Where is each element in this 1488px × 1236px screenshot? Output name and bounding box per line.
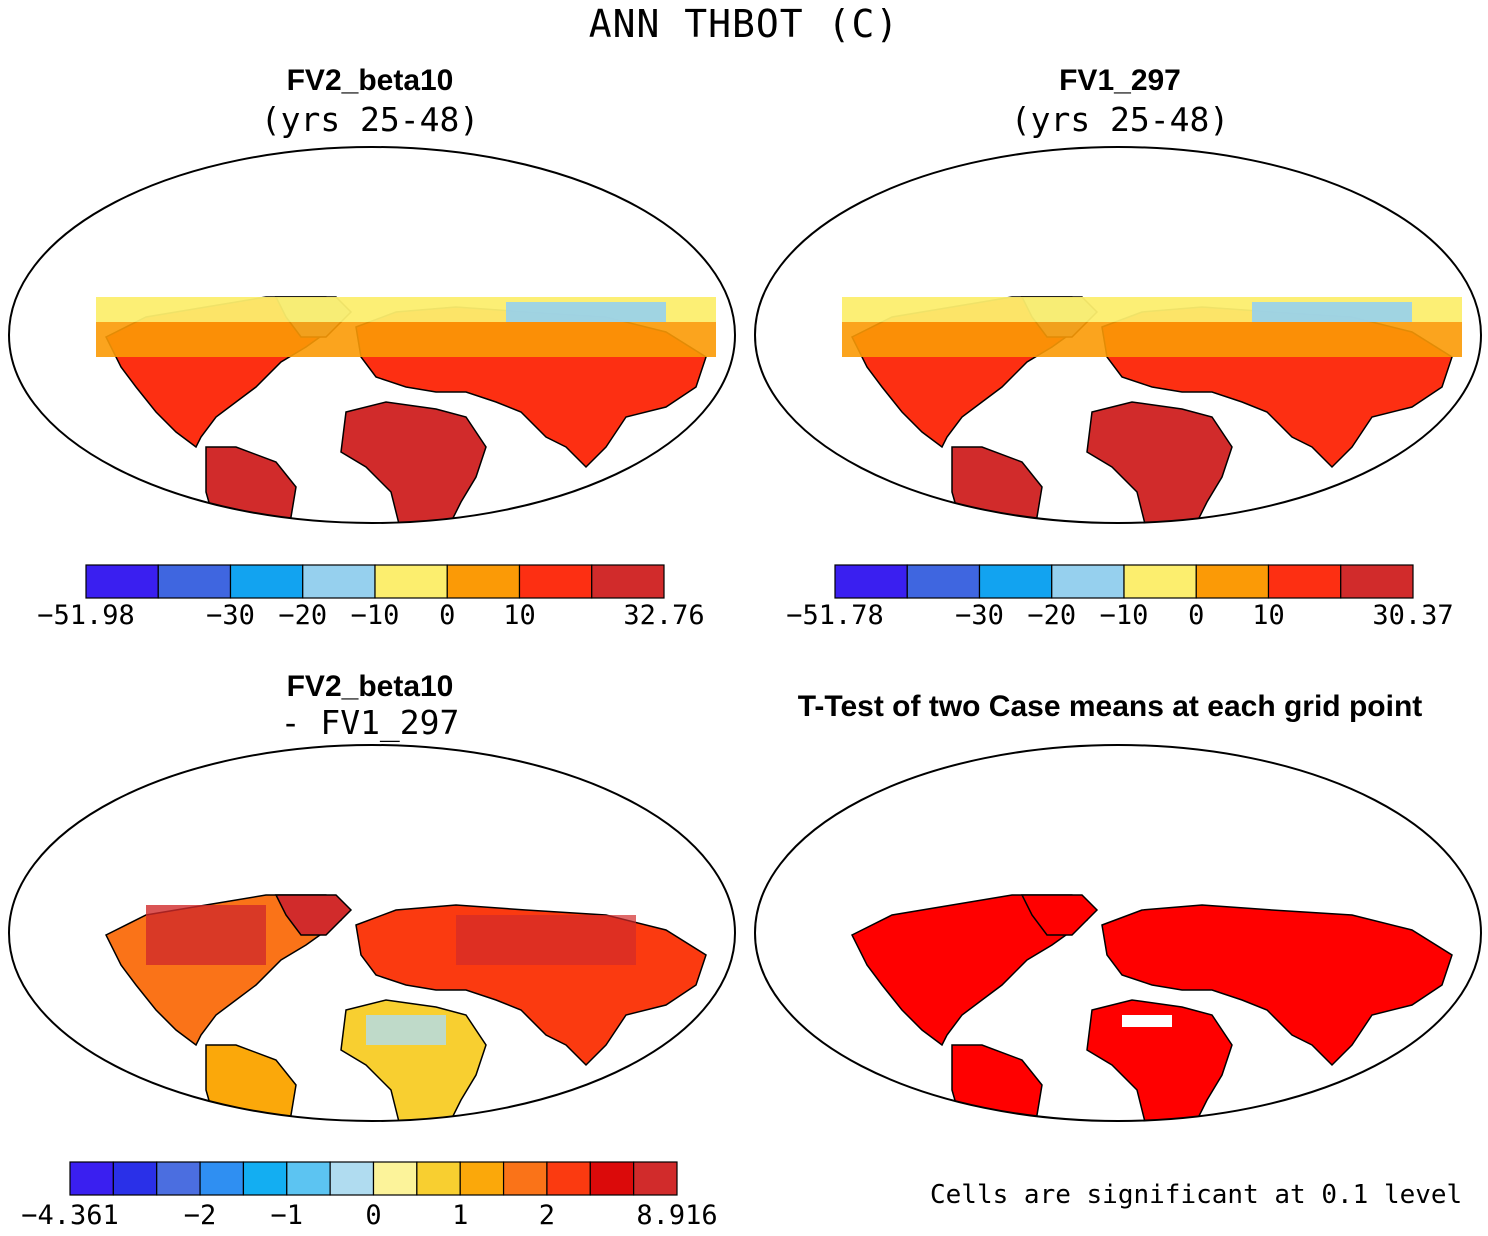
landmass-eurasia [1101,904,1453,1067]
panel-bl-subtitle: - FV1_297 [280,703,460,742]
colorbar-tick-label: −1 [270,1200,304,1231]
colorbar-swatch [85,564,159,599]
colorbar-tick-label: 32.76 [623,600,705,631]
colorbar-swatch [1195,564,1270,599]
diff-sahara [366,1015,446,1045]
landmass-northAmerica [850,894,1088,1047]
band-antarctic-core [146,647,616,671]
colorbar-tick-label: 0 [365,1200,382,1231]
panel-tl-subtitle: (yrs 25-48) [260,100,480,139]
landmass-australia [595,511,687,523]
colorbar-swatch [199,1161,245,1196]
colorbar-swatch [446,564,521,599]
landmass-australia [595,1109,687,1121]
band-antarctic-core [892,647,1362,671]
map-difference [8,744,736,1122]
landmass-greenland [1020,894,1099,936]
colorbar-swatch [591,564,665,599]
colorbar-tick-label: −20 [1027,600,1077,631]
colorbar-swatch [589,1161,635,1196]
colorbar-swatch [69,1161,114,1196]
colorbar-swatch [242,1161,288,1196]
insignificant-cells [1122,1015,1172,1027]
landmass-southAmerica [951,1044,1043,1121]
colorbar-tick-label: 2 [538,1200,556,1231]
landmass-southAmerica [205,446,297,523]
colorbar-difference [69,1161,678,1196]
colorbar-tick-label: 1 [452,1200,469,1231]
colorbar-swatch [1123,564,1197,599]
colorbar-tick-label: −10 [1099,600,1149,631]
colorbar-tick-label: −30 [955,600,1004,631]
colorbar-fv2-beta10 [85,564,665,599]
colorbar-difference-labels: −4.361 −2 −1 0 1 2 8.916 [0,1200,1488,1236]
colorbar-swatch [112,1161,158,1196]
colorbar-swatch [229,564,304,599]
map-frame [8,744,736,1122]
colorbar-fv2-beta10-labels: −51.98 −30 −20 −10 0 10 32.76 [0,600,1488,636]
colorbar-swatch [372,1161,418,1196]
colorbar-swatch [156,1161,201,1196]
colorbar-swatch [1051,564,1125,599]
colorbar-swatch [1340,564,1414,599]
band-orange [842,322,1462,357]
colorbar-swatch [978,564,1053,599]
band-siberia [1252,302,1412,322]
figure-title: ANN THBOT (C) [588,2,900,46]
landmass-southAmerica [951,446,1043,523]
landmass-australia [1341,511,1433,523]
panel-tr-title: FV1_297 [1059,64,1181,97]
colorbar-swatch [374,564,448,599]
colorbar-swatch [518,564,593,599]
colorbar-fv1-297-labels: −51.78 −30 −20 −10 0 10 30.37 [0,600,1488,636]
colorbar-tick-label: 8.916 [636,1200,718,1231]
panel-bl-title: FV2_beta10 [286,670,454,703]
colorbar-tick-label: −20 [278,600,328,631]
landmass-australia [1341,1109,1433,1121]
colorbar-swatch [502,1161,548,1196]
colorbar-swatch [329,1161,375,1196]
colorbar-swatch [546,1161,591,1196]
colorbar-swatch [633,1161,678,1196]
map-frame [754,744,1482,1122]
map-ttest-significance [754,744,1482,1122]
colorbar-tick-label: −30 [206,600,255,631]
diff-siberia [456,915,636,965]
map-fv2-beta10 [8,146,736,671]
panel-br-title: T-Test of two Case means at each grid po… [797,690,1423,723]
colorbar-swatch [1267,564,1342,599]
map-frame [8,146,736,524]
colorbar-swatch [459,1161,505,1196]
colorbar-tick-label: −10 [350,600,400,631]
band-siberia [506,302,666,322]
colorbar-swatch [286,1161,331,1196]
panel-tr-subtitle: (yrs 25-48) [1010,100,1230,139]
colorbar-tick-label: −51.78 [786,600,884,631]
band-orange [96,322,716,357]
colorbar-swatch [157,564,232,599]
colorbar-tick-label: 30.37 [1372,600,1454,631]
colorbar-swatch [416,1161,461,1196]
panel-tl-title: FV2_beta10 [286,64,454,97]
colorbar-swatch [834,564,908,599]
colorbar-swatch [302,564,376,599]
diff-canada [146,905,266,965]
colorbar-tick-label: −2 [183,1200,217,1231]
map-frame [754,146,1482,524]
colorbar-tick-label: −4.361 [21,1200,119,1231]
map-fv1-297 [754,146,1482,671]
colorbar-tick-label: −51.98 [37,600,135,631]
colorbar-fv1-297 [834,564,1414,599]
colorbar-swatch [906,564,981,599]
significance-note: Cells are significant at 0.1 level [930,1180,1463,1210]
colorbar-tick-label: 10 [503,600,536,631]
colorbar-tick-label: 0 [1188,600,1205,631]
landmass-greenland [274,894,353,936]
colorbar-tick-label: 10 [1252,600,1285,631]
colorbar-tick-label: 0 [439,600,456,631]
landmass-southAmerica [205,1044,297,1121]
